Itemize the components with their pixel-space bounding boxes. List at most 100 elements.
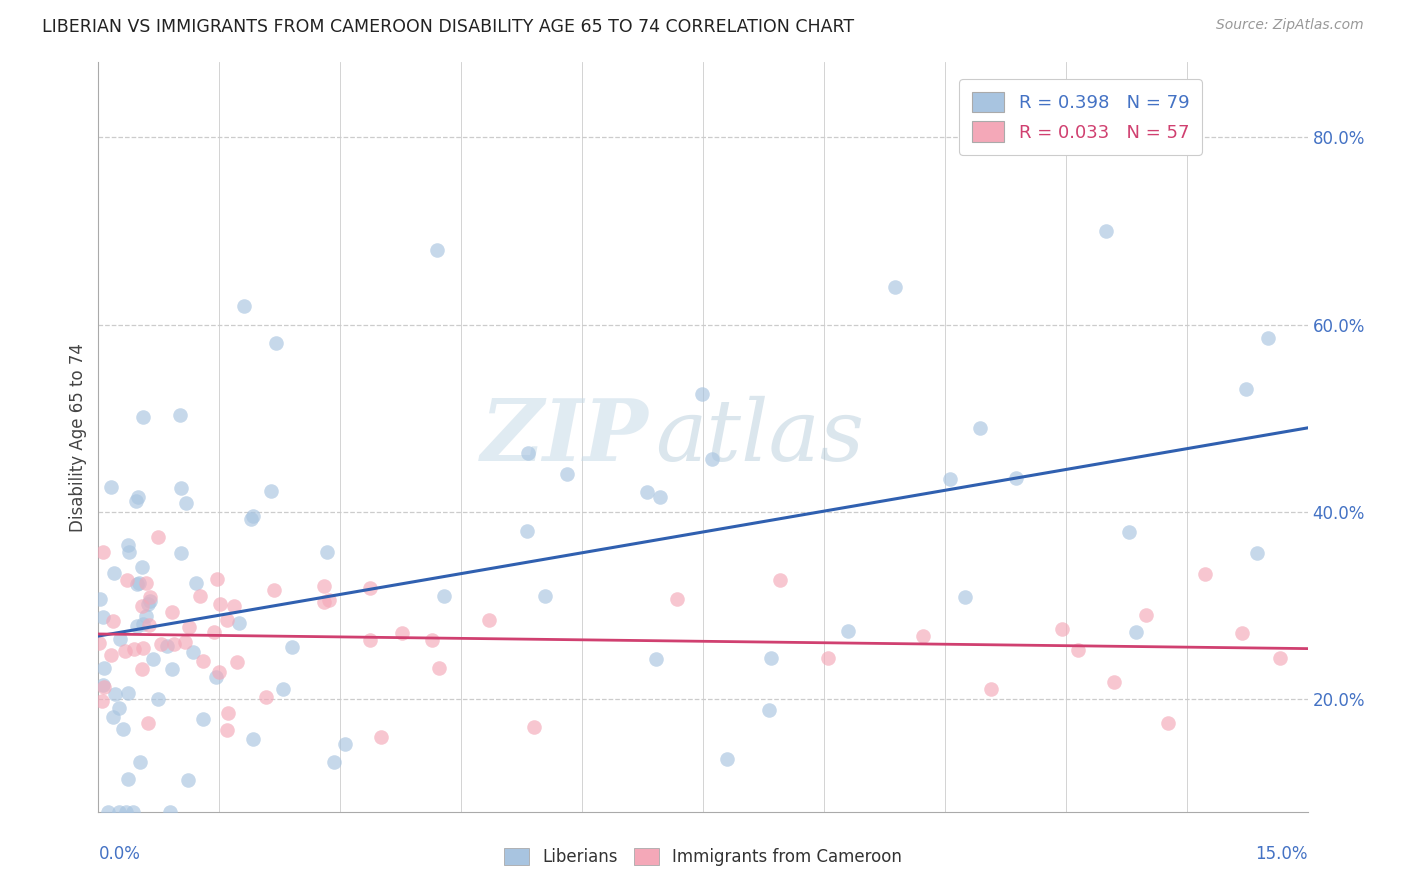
Point	[181, 645, 204, 659]
Point	[135, 576, 157, 591]
Point	[110, 632, 132, 647]
Point	[103, 566, 125, 580]
Point	[264, 336, 287, 351]
Point	[160, 662, 183, 676]
Point	[107, 701, 129, 715]
Point	[1118, 524, 1140, 539]
Point	[1194, 567, 1216, 582]
Point	[208, 597, 231, 611]
Point	[97, 805, 120, 819]
Point	[1268, 651, 1291, 665]
Point	[318, 593, 340, 607]
Point	[1246, 546, 1268, 560]
Point	[117, 538, 139, 552]
Point	[100, 648, 122, 662]
Point	[139, 590, 162, 604]
Point	[884, 280, 907, 294]
Point	[263, 582, 285, 597]
Text: LIBERIAN VS IMMIGRANTS FROM CAMEROON DISABILITY AGE 65 TO 74 CORRELATION CHART: LIBERIAN VS IMMIGRANTS FROM CAMEROON DIS…	[42, 18, 855, 36]
Point	[91, 545, 114, 559]
Point	[146, 691, 169, 706]
Point	[127, 619, 149, 633]
Point	[122, 641, 145, 656]
Point	[1234, 382, 1257, 396]
Point	[188, 589, 211, 603]
Point	[256, 690, 278, 704]
Point	[117, 772, 139, 786]
Point	[170, 546, 193, 560]
Point	[222, 599, 245, 613]
Point	[938, 472, 960, 486]
Point	[1050, 622, 1073, 636]
Point	[215, 613, 238, 627]
Point	[420, 632, 443, 647]
Legend: Liberians, Immigrants from Cameroon: Liberians, Immigrants from Cameroon	[495, 840, 911, 875]
Point	[115, 805, 138, 819]
Point	[100, 480, 122, 494]
Point	[228, 615, 250, 630]
Point	[156, 640, 179, 654]
Point	[516, 446, 538, 460]
Point	[1157, 715, 1180, 730]
Point	[132, 410, 155, 425]
Point	[138, 618, 160, 632]
Point	[477, 614, 499, 628]
Point	[523, 721, 546, 735]
Point	[202, 624, 225, 639]
Point	[391, 625, 413, 640]
Point	[759, 651, 782, 665]
Point	[700, 452, 723, 467]
Point	[108, 805, 131, 819]
Point	[359, 581, 381, 595]
Point	[370, 730, 392, 744]
Point	[427, 661, 450, 675]
Point	[193, 712, 215, 726]
Point	[169, 481, 191, 495]
Point	[555, 467, 578, 481]
Point	[90, 694, 112, 708]
Point	[89, 592, 111, 607]
Point	[177, 773, 200, 788]
Point	[163, 637, 186, 651]
Point	[115, 574, 138, 588]
Point	[426, 243, 449, 257]
Point	[91, 610, 114, 624]
Point	[636, 484, 658, 499]
Point	[124, 494, 146, 508]
Point	[215, 723, 238, 737]
Point	[128, 575, 150, 590]
Point	[159, 805, 181, 819]
Point	[359, 632, 381, 647]
Point	[1125, 625, 1147, 640]
Point	[312, 595, 335, 609]
Point	[1095, 224, 1118, 238]
Point	[91, 677, 114, 691]
Point	[769, 573, 792, 587]
Point	[205, 572, 228, 586]
Point	[271, 681, 294, 696]
Point	[162, 605, 184, 619]
Point	[118, 545, 141, 559]
Point	[226, 655, 249, 669]
Point	[433, 589, 456, 603]
Point	[534, 589, 557, 603]
Point	[104, 687, 127, 701]
Point	[135, 608, 157, 623]
Point	[232, 299, 254, 313]
Text: 15.0%: 15.0%	[1256, 846, 1308, 863]
Point	[240, 512, 263, 526]
Text: Source: ZipAtlas.com: Source: ZipAtlas.com	[1216, 18, 1364, 32]
Point	[132, 617, 155, 632]
Text: ZIP: ZIP	[481, 395, 648, 479]
Point	[1005, 471, 1028, 485]
Point	[93, 680, 115, 694]
Point	[1230, 625, 1253, 640]
Point	[1257, 331, 1279, 345]
Point	[316, 545, 339, 559]
Point	[817, 651, 839, 665]
Point	[131, 662, 153, 676]
Y-axis label: Disability Age 65 to 74: Disability Age 65 to 74	[69, 343, 87, 532]
Point	[131, 560, 153, 574]
Point	[142, 652, 165, 666]
Point	[242, 732, 264, 747]
